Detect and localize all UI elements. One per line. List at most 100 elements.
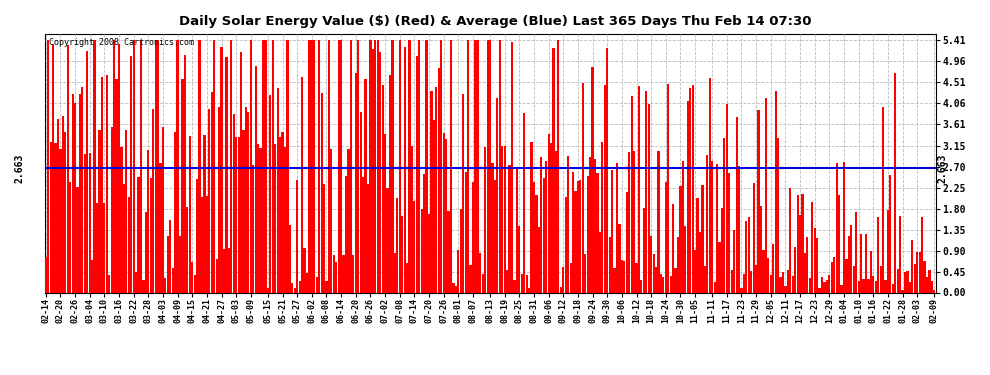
Bar	[526, 275, 528, 292]
Bar	[416, 56, 418, 292]
Bar	[572, 172, 574, 292]
Bar	[826, 280, 828, 292]
Bar	[436, 87, 438, 292]
Bar	[836, 164, 838, 292]
Bar	[564, 197, 567, 292]
Bar	[889, 176, 891, 292]
Bar	[489, 40, 491, 292]
Bar	[84, 154, 86, 292]
Bar	[484, 147, 486, 292]
Bar	[716, 164, 718, 292]
Bar	[874, 281, 877, 292]
Text: Daily Solar Energy Value ($) (Red) & Average (Blue) Last 365 Days Thu Feb 14 07:: Daily Solar Energy Value ($) (Red) & Ave…	[179, 15, 811, 28]
Bar	[604, 85, 606, 292]
Bar	[633, 150, 636, 292]
Bar	[574, 191, 576, 292]
Bar	[789, 188, 791, 292]
Bar	[726, 104, 728, 292]
Bar	[446, 139, 447, 292]
Bar	[381, 85, 384, 292]
Bar	[699, 232, 701, 292]
Bar	[413, 201, 416, 292]
Bar	[621, 260, 623, 292]
Bar	[782, 272, 784, 292]
Bar	[74, 103, 76, 292]
Bar	[494, 180, 496, 292]
Bar	[811, 202, 814, 292]
Bar	[816, 238, 819, 292]
Bar	[271, 40, 274, 292]
Bar	[372, 49, 374, 292]
Bar	[135, 272, 138, 292]
Bar	[567, 156, 569, 292]
Bar	[50, 142, 51, 292]
Bar	[701, 185, 704, 292]
Bar	[281, 132, 284, 292]
Bar	[779, 277, 782, 292]
Bar	[96, 202, 98, 292]
Bar	[81, 87, 83, 292]
Bar	[834, 257, 836, 292]
Bar	[934, 290, 936, 292]
Bar	[794, 247, 796, 292]
Bar	[194, 274, 196, 292]
Bar	[914, 264, 916, 292]
Bar	[123, 184, 125, 292]
Bar	[736, 117, 738, 292]
Bar	[601, 142, 604, 292]
Bar	[867, 279, 869, 292]
Bar	[48, 40, 50, 292]
Bar	[113, 40, 115, 292]
Bar	[441, 40, 443, 292]
Bar	[389, 75, 391, 292]
Bar	[538, 226, 540, 292]
Bar	[394, 253, 396, 292]
Bar	[103, 202, 106, 292]
Bar	[797, 195, 799, 292]
Bar	[171, 268, 174, 292]
Bar	[86, 51, 88, 292]
Bar	[606, 48, 608, 292]
Bar	[326, 281, 328, 292]
Bar	[116, 79, 118, 292]
Bar	[166, 236, 169, 292]
Bar	[897, 269, 899, 292]
Bar	[54, 143, 56, 292]
Bar	[362, 177, 364, 292]
Bar	[491, 163, 494, 292]
Bar	[218, 107, 220, 292]
Bar	[76, 186, 78, 292]
Bar	[842, 162, 845, 292]
Bar	[354, 73, 356, 292]
Bar	[254, 66, 256, 292]
Bar	[274, 144, 276, 292]
Bar	[924, 261, 926, 292]
Bar	[257, 144, 259, 292]
Bar	[657, 151, 659, 292]
Bar	[514, 280, 516, 292]
Bar	[374, 40, 376, 292]
Bar	[454, 286, 457, 292]
Bar	[802, 194, 804, 292]
Bar	[174, 132, 176, 292]
Bar	[804, 253, 806, 292]
Bar	[557, 40, 559, 292]
Bar	[692, 85, 694, 292]
Bar	[738, 166, 741, 292]
Bar	[404, 47, 406, 292]
Text: Copyright 2008 Cartronics.com: Copyright 2008 Cartronics.com	[49, 38, 194, 46]
Bar	[345, 176, 347, 292]
Bar	[443, 134, 445, 292]
Bar	[504, 146, 506, 292]
Bar	[499, 40, 501, 292]
Bar	[179, 236, 181, 292]
Bar	[276, 88, 279, 292]
Bar	[684, 226, 686, 292]
Bar	[589, 157, 591, 292]
Bar	[279, 137, 281, 292]
Bar	[916, 252, 919, 292]
Bar	[235, 137, 238, 292]
Bar	[659, 274, 662, 292]
Bar	[98, 130, 101, 292]
Bar	[752, 183, 754, 292]
